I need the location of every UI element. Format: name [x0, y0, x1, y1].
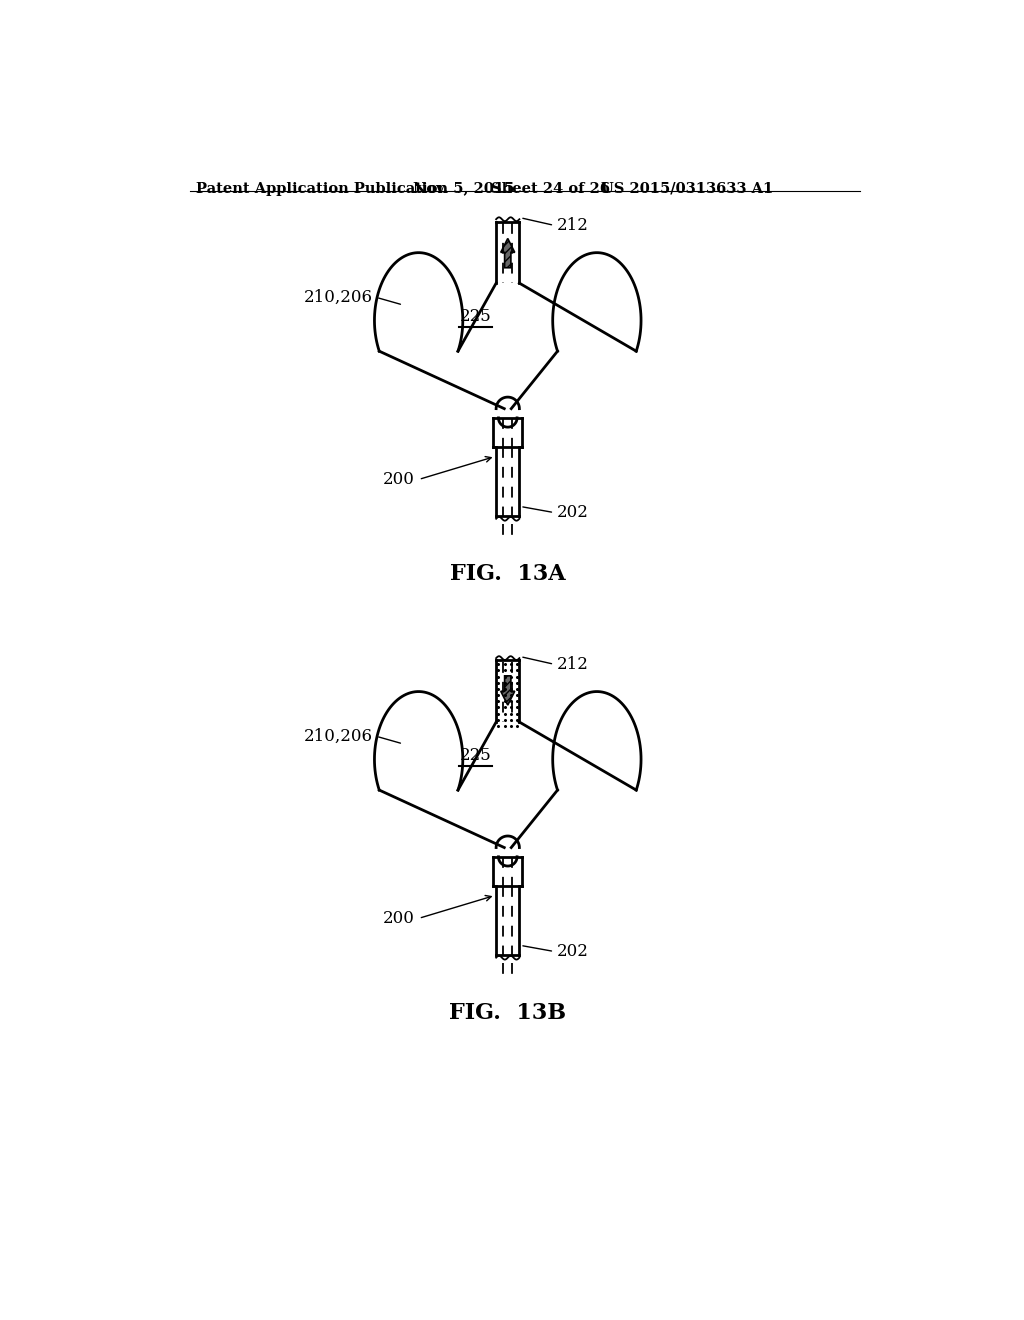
Polygon shape [501, 676, 515, 705]
Text: 200: 200 [383, 909, 415, 927]
Text: 210,206: 210,206 [304, 289, 373, 306]
Text: 212: 212 [557, 216, 589, 234]
Text: 210,206: 210,206 [304, 727, 373, 744]
Text: 225: 225 [460, 747, 492, 764]
Text: Sheet 24 of 26: Sheet 24 of 26 [490, 182, 609, 195]
Polygon shape [501, 239, 515, 268]
Text: FIG.  13B: FIG. 13B [450, 1002, 566, 1023]
Text: FIG.  13A: FIG. 13A [450, 562, 565, 585]
Text: 202: 202 [557, 504, 589, 521]
Text: US 2015/0313633 A1: US 2015/0313633 A1 [601, 182, 773, 195]
Text: 225: 225 [460, 309, 492, 326]
Text: 202: 202 [557, 942, 589, 960]
Text: 212: 212 [557, 656, 589, 673]
Text: 200: 200 [383, 471, 415, 488]
Text: Patent Application Publication: Patent Application Publication [197, 182, 449, 195]
Text: Nov. 5, 2015: Nov. 5, 2015 [414, 182, 515, 195]
